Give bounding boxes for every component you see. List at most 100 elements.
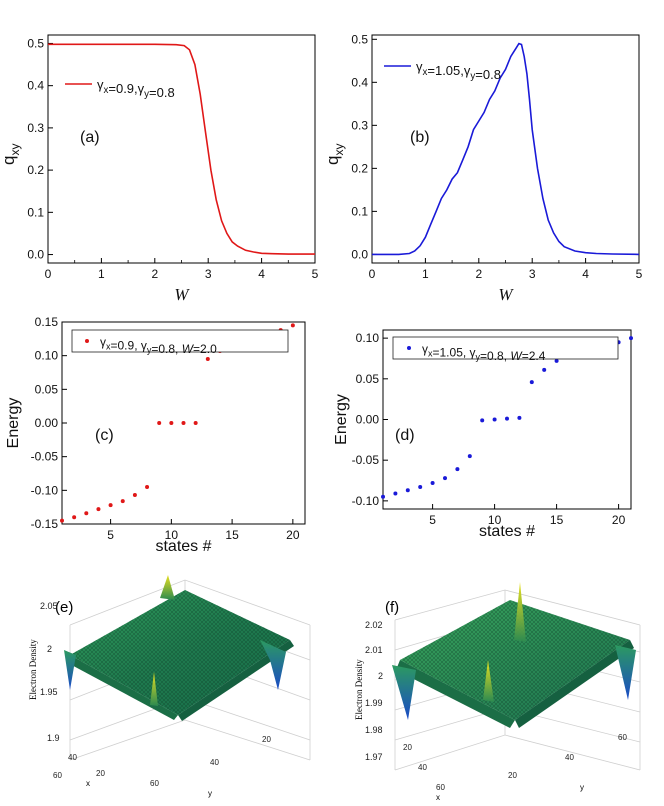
y-tick-label-d-3: 0.05 [356,372,380,386]
edge-dip-left-e [64,650,76,690]
spike-bottom-f [483,660,494,702]
legend-box-c [71,329,289,353]
z-label-f: Electron Density [354,659,364,720]
data-point-d-14 [554,358,559,363]
x-tick-label-d-1: 10 [488,513,502,527]
data-point-d-12 [529,380,534,385]
x-axis-label-a: W [174,285,190,304]
y-tick-label-d-1: -0.05 [352,453,380,467]
y-tick-f-2: 60 [618,733,627,742]
data-point-c-5 [120,499,125,504]
x-tick-label-d-3: 20 [612,513,626,527]
z-tick-f-3: 2 [378,671,383,681]
data-point-d-6 [455,467,460,472]
x-tick-label-a-5: 5 [312,267,319,281]
y-tick-label-b-0: 0.0 [351,247,368,261]
y-tick-label-d-2: 0.00 [356,413,380,427]
surface-mesh-e [70,590,290,715]
data-point-d-13 [542,367,547,372]
panel-label-d: (d) [395,427,415,444]
data-point-c-2 [84,511,89,516]
y-tick-e-0: 60 [150,779,159,788]
x-tick-label-c-0: 5 [107,528,114,542]
panel-a: 0 1 2 3 4 5 0.0 0.1 0.2 0.3 0.4 0.5 (a) γx=0.9,γy=0.8… [0,34,319,304]
edge-dip-left-f [392,665,416,720]
legend-text-d: γx=1.05, γy=0.8, W=2.4 [422,342,546,363]
surface-front-left-e [66,655,178,720]
x-tick-label-b-3: 3 [529,267,536,281]
z-tick-f-1: 1.98 [365,725,383,735]
x-tick-label-b-1: 1 [422,267,429,281]
z-tick-f-0: 1.97 [365,752,383,762]
panel-label-e: (e) [55,599,73,616]
x-tick-label-b-2: 2 [475,267,482,281]
x-ticks-e: 60 40 20 [53,753,105,780]
y-tick-label-b-3: 0.3 [351,118,368,132]
data-point-d-7 [467,454,472,459]
x-axis-label-b: W [498,285,514,304]
spike-top-f [514,582,526,642]
data-point-d-5 [443,476,447,481]
data-point-c-8 [157,421,162,425]
z-tick-f-4: 2.01 [365,645,383,655]
y-tick-label-c-3: 0.00 [35,416,59,430]
spike-top-e [160,575,175,600]
panel-f: (f) 2.02 2.01 2 1.99 1.98 1.97 Electron … [354,582,641,802]
x-tick-f-0: 20 [403,743,412,752]
x-tick-label-d-0: 5 [429,513,436,527]
y-tick-label-b-4: 0.4 [351,75,368,89]
x-tick-label-c-3: 20 [286,528,300,542]
x-ticks-f: 20 40 60 [403,743,445,792]
z-tick-e-2: 2 [47,644,52,654]
y-tick-f-1: 40 [565,753,574,762]
y-tick-label-c-2: -0.05 [31,450,59,464]
y-tick-label-a-5: 0.5 [27,36,44,50]
y-axis-label-b: qxy [323,144,346,165]
y-tick-label-d-0: -0.10 [352,494,380,508]
y-tick-label-c-1: -0.10 [31,483,59,497]
y-tick-label-b-2: 0.2 [351,161,368,175]
y-label-f: y [580,783,584,792]
y-axis-label-d: Energy [333,394,350,445]
panel-d: 5 10 15 20 -0.10 -0.05 0.00 0.05 0.10 (d) γx=1.05,… [333,329,633,540]
data-point-c-11 [193,421,198,425]
y-tick-label-b-5: 0.5 [351,32,368,46]
data-point-d-4 [430,480,435,485]
y-tick-label-a-2: 0.2 [27,163,44,177]
y-tick-label-d-4: 0.10 [356,331,380,345]
x-tick-label-a-0: 0 [45,267,52,281]
panel-c: 5 10 15 20 -0.15 -0.10 -0.05 0.00 0.05 0.10 0.15 (c… [5,315,306,555]
x-axis-label-d: states # [479,523,535,540]
y-label-e: y [208,789,212,798]
x-tick-label-a-3: 3 [205,267,212,281]
legend-swatch-c [85,339,89,343]
surface-front-right-e [178,640,294,721]
data-point-d-2 [405,488,410,493]
data-point-d-10 [505,416,509,421]
y-tick-label-a-4: 0.4 [27,79,44,93]
y-tick-e-2: 20 [262,735,271,744]
z-tick-e-0: 1.9 [47,733,60,743]
data-point-c-3 [96,507,101,512]
data-point-c-7 [145,484,150,489]
y-tick-label-a-0: 0.0 [27,248,44,262]
panel-e: (e) 2.05 2 1.95 1.9 Electron Density 60 … [28,575,311,798]
x-tick-e-2: 60 [53,771,62,780]
x-tick-label-c-1: 10 [165,528,179,542]
panel-b: 0 1 2 3 4 5 0.0 0.1 0.2 0.3 0.4 0.5 (b) γx=1.05,γy=0.… [323,32,643,304]
data-point-c-10 [181,421,186,425]
series-line-a [48,43,315,255]
y-ticks-e: 60 40 20 [150,735,271,788]
legend-swatch-d [407,346,411,350]
y-tick-label-c-0: -0.15 [31,517,59,531]
y-tick-label-b-1: 0.1 [351,204,368,218]
data-point-c-12 [205,357,210,362]
x-axis-label-c: states # [155,538,211,555]
data-point-d-8 [480,418,485,423]
y-tick-label-c-6: 0.15 [35,315,59,329]
spike-bottom-e [150,672,158,706]
data-point-c-6 [132,493,137,498]
y-tick-label-a-3: 0.3 [27,121,44,135]
y-tick-label-c-4: 0.05 [35,382,59,396]
